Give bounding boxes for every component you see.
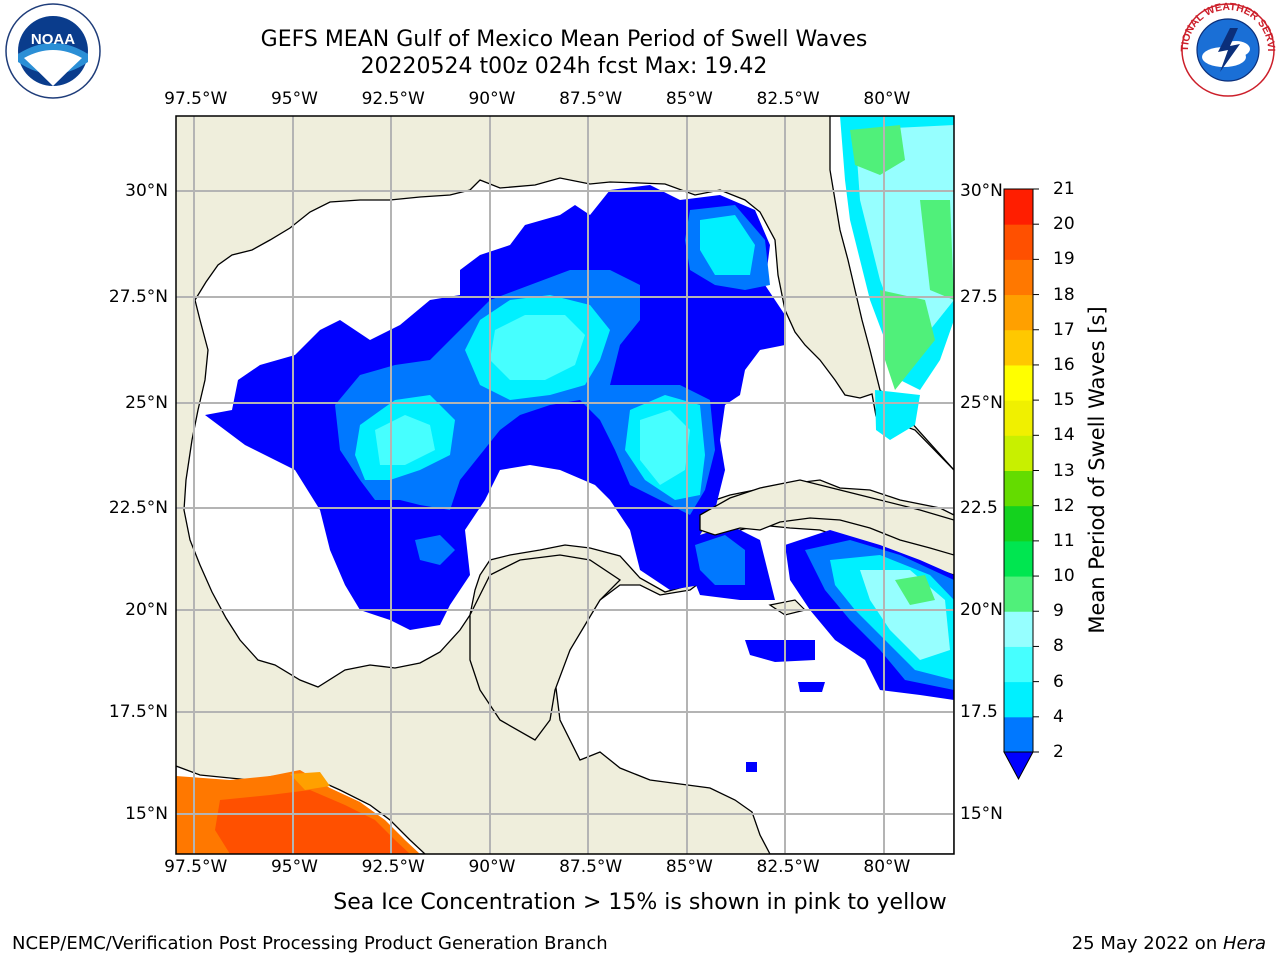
nws-logo: NATIONAL WEATHER SERVICE xyxy=(1178,2,1277,97)
colorbar-tick-label: 18 xyxy=(1053,284,1075,305)
colorbar-tick-label: 8 xyxy=(1053,636,1064,657)
left-lat-label: 25°N xyxy=(125,393,168,413)
right-lat-label: 17.5 xyxy=(960,702,998,722)
colorbar-segment xyxy=(1004,364,1033,401)
top-lon-label: 85°W xyxy=(665,89,713,109)
colorbar-segment xyxy=(1004,400,1033,436)
top-lon-label: 92.5°W xyxy=(361,89,425,109)
bottom-lon-label: 95°W xyxy=(270,857,318,877)
chart-subtitle: 20220524 t00z 024h fcst Max: 19.42 xyxy=(360,54,768,79)
colorbar-tick-label: 15 xyxy=(1053,390,1075,411)
colorbar-tick-label: 11 xyxy=(1053,530,1075,551)
sea-ice-note: Sea Ice Concentration > 15% is shown in … xyxy=(333,890,947,915)
noaa-logo: NOAA xyxy=(5,3,101,99)
bottom-lon-label: 92.5°W xyxy=(361,857,425,877)
bottom-lon-label: 90°W xyxy=(468,857,516,877)
colorbar-segment xyxy=(1004,294,1033,331)
colorbar-segment xyxy=(1004,329,1033,366)
chart-title: GEFS MEAN Gulf of Mexico Mean Period of … xyxy=(260,27,868,52)
colorbar xyxy=(1003,188,1039,781)
bottom-lon-label: 85°W xyxy=(665,857,713,877)
colorbar-extend-arrow xyxy=(1003,751,1034,781)
colorbar-tick-label: 17 xyxy=(1053,319,1075,340)
graticule xyxy=(176,116,954,854)
colorbar-tick-label: 21 xyxy=(1053,179,1075,199)
right-lat-label: 27.5 xyxy=(960,287,998,307)
top-lon-label: 95°W xyxy=(270,89,318,109)
footer-host: Hera xyxy=(1222,933,1266,954)
left-lat-label: 17.5°N xyxy=(108,702,168,722)
cuba xyxy=(699,479,954,556)
left-lat-label: 20°N xyxy=(125,600,168,620)
footer-branch: NCEP/EMC/Verification Post Processing Pr… xyxy=(12,933,608,954)
colorbar-segment xyxy=(1004,681,1033,718)
left-lat-label: 22.5°N xyxy=(108,498,168,518)
top-lon-label: 80°W xyxy=(863,89,911,109)
top-lon-label: 82.5°W xyxy=(756,89,820,109)
top-lon-label: 90°W xyxy=(468,89,516,109)
bottom-lon-label: 97.5°W xyxy=(164,857,228,877)
colorbar-tick-label: 9 xyxy=(1053,601,1064,622)
left-lat-label: 15°N xyxy=(125,804,168,824)
colorbar-segment xyxy=(1004,435,1033,471)
colorbar-tick-label: 12 xyxy=(1053,495,1075,516)
colorbar-segment xyxy=(1004,716,1033,753)
colorbar-tick-label: 16 xyxy=(1053,354,1075,375)
left-lat-label: 27.5°N xyxy=(108,287,168,307)
right-lat-label: 30°N xyxy=(960,181,1003,201)
right-lat-label: 25°N xyxy=(960,393,1003,413)
colorbar-tick-label: 20 xyxy=(1053,214,1075,235)
colorbar-segment xyxy=(1004,540,1033,577)
right-lat-label: 15°N xyxy=(960,804,1003,824)
colorbar-tick-label: 13 xyxy=(1053,460,1075,481)
footer-date: 25 May 2022 on Hera xyxy=(1072,933,1266,954)
left-lat-label: 30°N xyxy=(125,181,168,201)
top-lon-label: 87.5°W xyxy=(559,89,623,109)
noaa-logo-text: NOAA xyxy=(31,31,75,48)
colorbar-segment xyxy=(1004,259,1033,296)
top-lon-label: 97.5°W xyxy=(164,89,228,109)
colorbar-segment xyxy=(1004,646,1033,683)
colorbar-tick-label: 14 xyxy=(1053,425,1075,446)
right-lat-label: 20°N xyxy=(960,600,1003,620)
colorbar-tick-label: 2 xyxy=(1053,742,1064,762)
right-lat-label: 22.5 xyxy=(960,498,998,518)
colorbar-segment xyxy=(1004,470,1033,507)
colorbar-tick-label: 19 xyxy=(1053,249,1075,270)
colorbar-tick-label: 6 xyxy=(1053,671,1064,692)
colorbar-segment xyxy=(1004,189,1033,225)
colorbar-tick-label: 4 xyxy=(1053,706,1064,727)
colorbar-label: Mean Period of Swell Waves [s] xyxy=(1085,306,1109,634)
bottom-lon-label: 82.5°W xyxy=(756,857,820,877)
bottom-lon-label: 87.5°W xyxy=(559,857,623,877)
colorbar-tick-label: 10 xyxy=(1053,566,1075,587)
colorbar-segment xyxy=(1004,224,1033,260)
colorbar-segment xyxy=(1004,576,1033,612)
map-frame xyxy=(175,115,955,855)
colorbar-segment xyxy=(1004,505,1033,542)
colorbar-segment xyxy=(1004,611,1033,647)
footer-date-text: 25 May 2022 on xyxy=(1071,933,1223,954)
bottom-lon-label: 80°W xyxy=(863,857,911,877)
